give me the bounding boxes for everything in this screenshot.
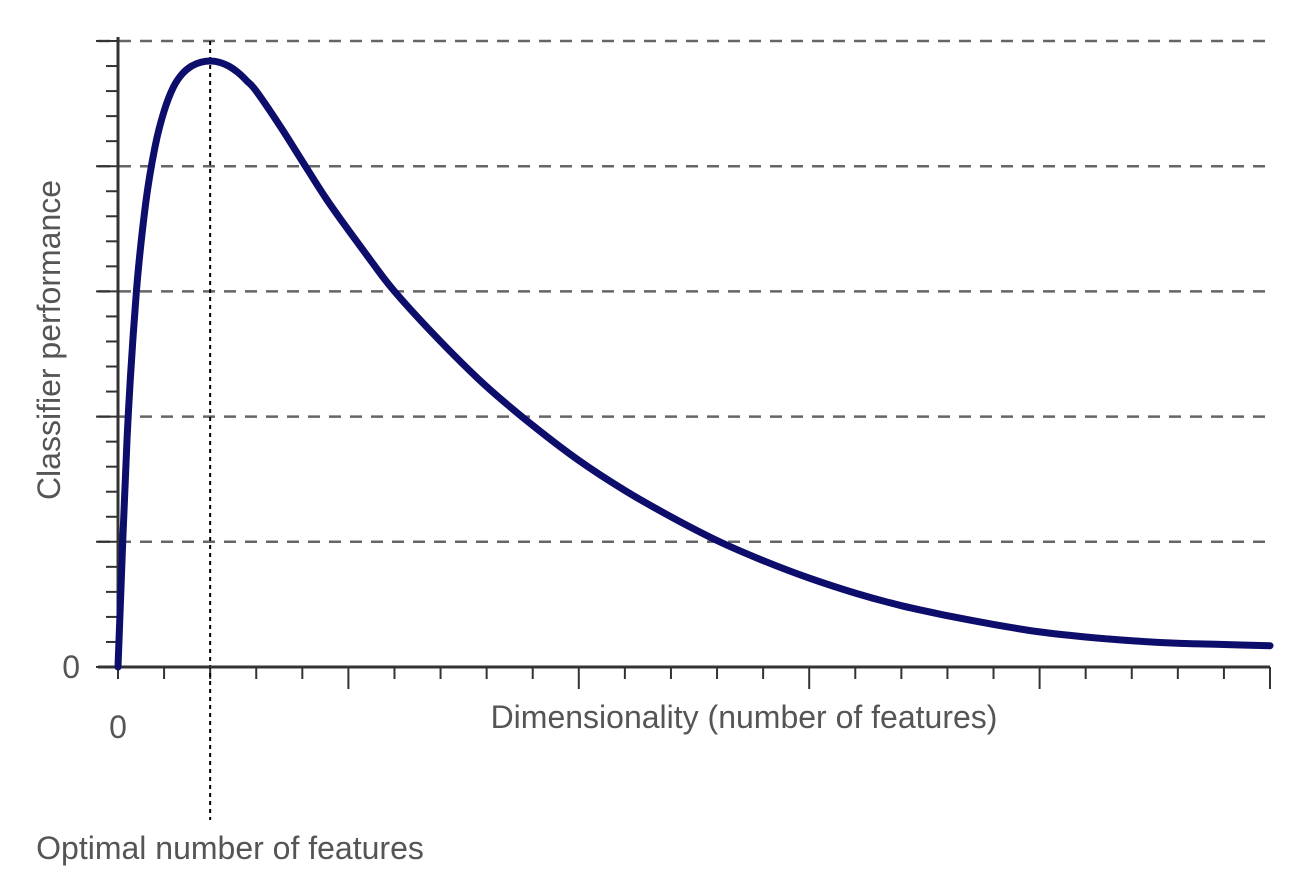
x-tick-label-zero: 0 bbox=[109, 709, 127, 745]
axis-ticks bbox=[96, 40, 1271, 689]
performance-curve bbox=[114, 57, 1274, 671]
x-axis-label: Dimensionality (number of features) bbox=[491, 699, 998, 735]
y-tick-label-zero: 0 bbox=[62, 649, 80, 685]
y-axis-label: Classifier performance bbox=[31, 180, 67, 500]
optimal-features-annotation: Optimal number of features bbox=[36, 830, 424, 866]
gridlines bbox=[98, 39, 1270, 544]
